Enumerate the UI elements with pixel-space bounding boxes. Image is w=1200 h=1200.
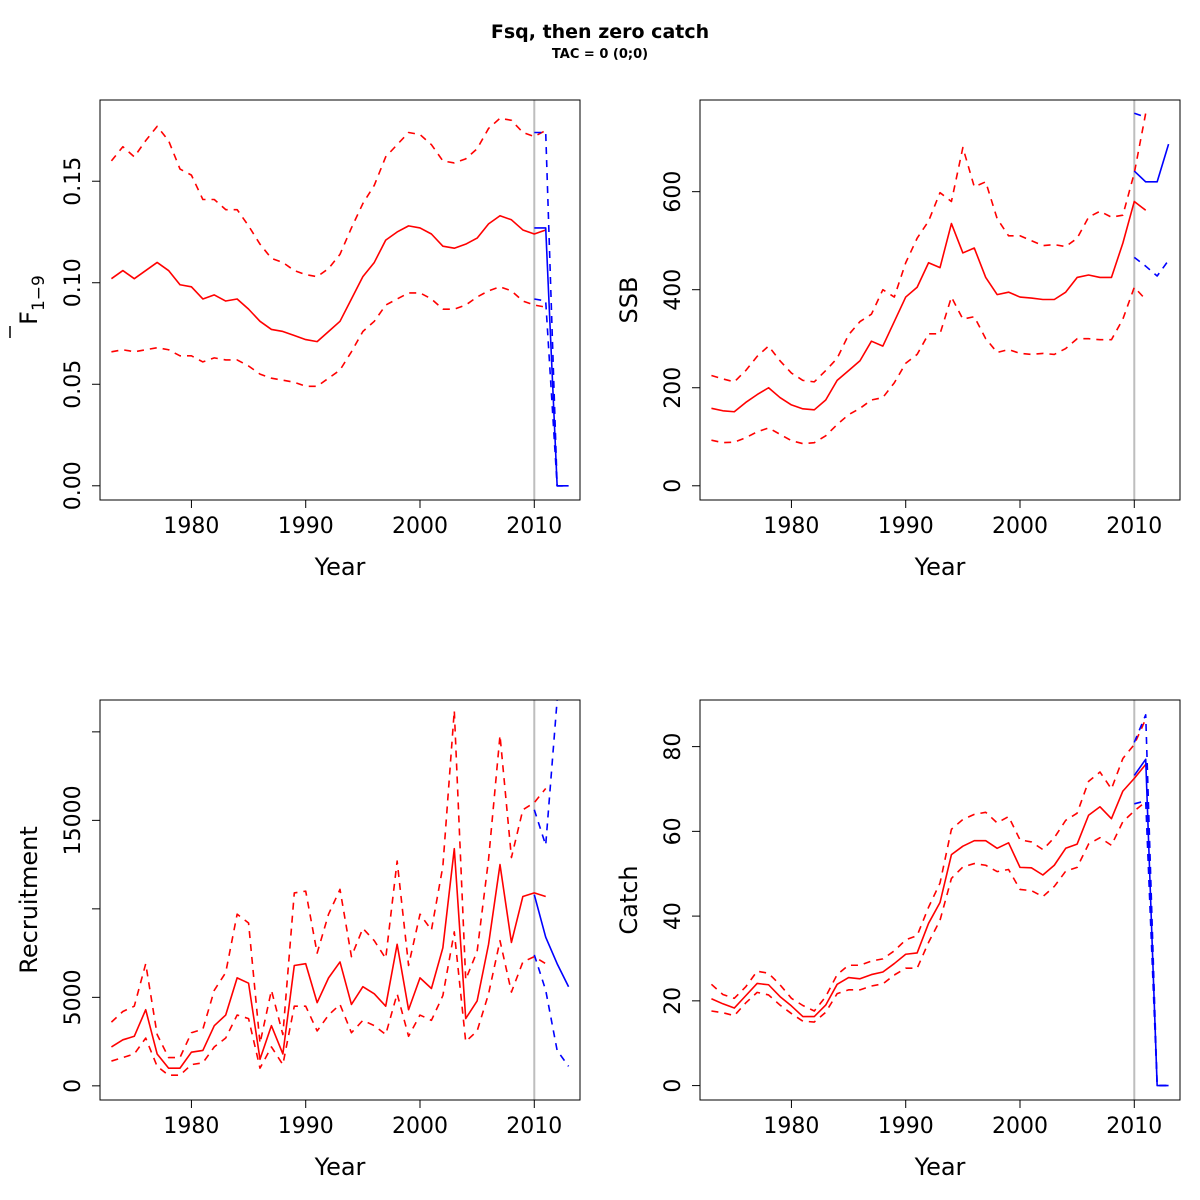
forecast-upper-line	[533, 700, 558, 846]
plot-frame	[99, 699, 581, 1101]
panel-recruitment: 1980 1990 2000 2010 Year 0 5000 15000 Recruitmen…	[15, 699, 581, 1181]
y-tick-label-2: 40	[661, 902, 686, 930]
x-tick-label-2000: 2000	[992, 1114, 1048, 1139]
forecast-lower-line	[534, 298, 569, 487]
forecast-upper-line	[1133, 714, 1169, 1087]
x-axis-label: Year	[314, 553, 366, 581]
y-axis-label-main: SSB	[615, 277, 643, 324]
estimate-line	[110, 214, 546, 343]
estimate-upper-line	[110, 709, 547, 1059]
x-axis-label: Year	[914, 1153, 966, 1181]
panel-fbar: 1980 1990 2000 2010 Year 0.00 0.05 0.10 0.15 F1−9	[9, 99, 581, 581]
estimate-lower-line	[111, 286, 546, 388]
series-group	[711, 112, 1170, 445]
x-tick-label-2000: 2000	[992, 514, 1048, 539]
y-tick-label-2: 0.10	[61, 258, 86, 307]
y-tick-label-2: 400	[661, 269, 686, 311]
estimate-lower-line	[111, 931, 547, 1077]
y-tick-label-3: 15000	[61, 785, 86, 855]
forecast-line	[1133, 143, 1170, 183]
x-tick-label-2010: 2010	[506, 514, 562, 539]
x-tick-label-2010: 2010	[506, 1114, 562, 1139]
y-tick-label-1: 20	[661, 987, 686, 1015]
plot-frame	[99, 99, 581, 501]
estimate-upper-line	[711, 113, 1147, 383]
y-axis-label-subscript: 1−9	[29, 275, 49, 311]
y-axis-label-main: Recruitment	[15, 826, 43, 973]
y-tick-label-1: 0.05	[61, 360, 86, 409]
estimate-line	[711, 200, 1147, 413]
y-tick-label-4: 80	[661, 733, 686, 761]
y-tick-label-0: 0.00	[61, 461, 86, 510]
figure-subtitle: TAC = 0 (0;0)	[551, 47, 649, 62]
forecast-lower-line	[1133, 256, 1170, 277]
x-tick-label-1990: 1990	[878, 514, 934, 539]
estimate-lower-line	[711, 286, 1147, 445]
y-axis-label-main: Catch	[615, 865, 643, 934]
estimate-upper-line	[110, 117, 547, 278]
y-axis-label: SSB	[615, 277, 643, 324]
forecast-line	[533, 894, 570, 988]
y-tick-label-3: 600	[661, 171, 686, 213]
x-tick-label-2000: 2000	[392, 514, 448, 539]
panel-catch: 1980 1990 2000 2010 Year 0 20 40 60 80 Catch	[615, 699, 1181, 1181]
x-tick-label-2010: 2010	[1106, 1114, 1162, 1139]
x-tick-label-2000: 2000	[392, 1114, 448, 1139]
x-tick-label-2010: 2010	[1106, 514, 1162, 539]
y-axis-label-main: F	[15, 311, 43, 325]
forecast-lower-line	[533, 954, 570, 1067]
x-tick-label-1990: 1990	[278, 1114, 334, 1139]
y-tick-label-3: 0.15	[61, 157, 86, 206]
series-group	[710, 714, 1169, 1087]
forecast-upper-line	[1134, 112, 1146, 118]
figure-title: Fsq, then zero catch	[490, 21, 710, 43]
y-tick-label-0: 0	[661, 1079, 686, 1093]
x-tick-label-1980: 1980	[163, 514, 219, 539]
forecast-line	[534, 227, 569, 487]
series-group	[110, 700, 570, 1077]
x-axis-label: Year	[914, 553, 966, 581]
series-group	[110, 117, 569, 487]
x-axis-label: Year	[314, 1153, 366, 1181]
x-tick-label-1990: 1990	[278, 514, 334, 539]
y-tick-label-3: 60	[661, 817, 686, 845]
y-tick-label-0: 0	[61, 1079, 86, 1093]
panel-ssb: 1980 1990 2000 2010 Year 0 200 400 600 SSB	[615, 99, 1181, 581]
estimate-lower-line	[711, 801, 1147, 1023]
x-tick-label-1980: 1980	[163, 1114, 219, 1139]
y-tick-label-1: 200	[661, 367, 686, 409]
y-axis-label: Catch	[615, 865, 643, 934]
estimate-upper-line	[710, 718, 1147, 1012]
y-axis-label: F1−9	[15, 275, 49, 325]
x-tick-label-1980: 1980	[763, 514, 819, 539]
forecast-upper-line	[534, 131, 569, 487]
y-tick-label-1: 5000	[61, 969, 86, 1025]
plot-frame	[699, 699, 1181, 1101]
y-axis-label: Recruitment	[15, 826, 43, 973]
x-tick-label-1980: 1980	[763, 1114, 819, 1139]
estimate-line	[111, 847, 546, 1069]
plot-frame	[699, 99, 1181, 501]
estimate-line	[711, 763, 1147, 1018]
y-tick-label-0: 0	[661, 479, 686, 493]
x-tick-label-1990: 1990	[878, 1114, 934, 1139]
